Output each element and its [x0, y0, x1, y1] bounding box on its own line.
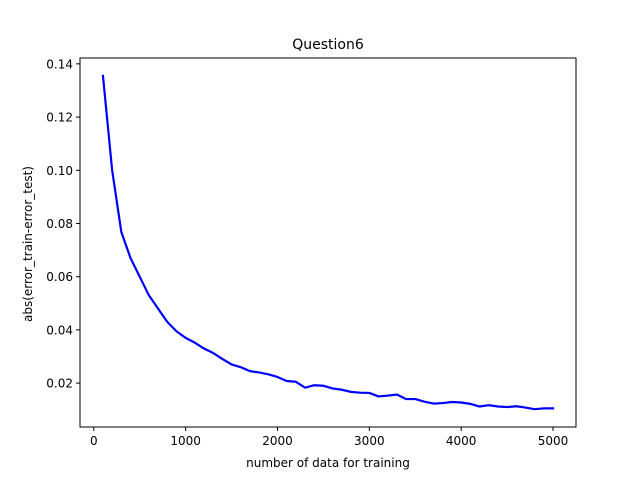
x-tick-label: 4000 [446, 434, 477, 448]
y-tick-label: 0.10 [46, 164, 73, 178]
x-tick-label: 2000 [262, 434, 293, 448]
x-tick-label: 3000 [354, 434, 385, 448]
x-tick-label: 0 [90, 434, 98, 448]
axes-frame [79, 57, 577, 428]
plot-area: 0 1000 2000 3000 4000 5000 0.02 0.04 0.06 0.08 0.1… [46, 57, 577, 448]
y-tick-label: 0.08 [46, 217, 73, 231]
y-tick-label: 0.06 [46, 270, 73, 284]
y-axis-label: abs(error_train-error_test) [21, 166, 35, 322]
x-axis-label: number of data for training [246, 456, 410, 470]
y-tick-label: 0.04 [46, 323, 73, 337]
y-tick-label: 0.02 [46, 377, 73, 391]
y-tick-label: 0.14 [46, 57, 73, 71]
chart-title: Question6 [292, 37, 364, 53]
x-tick-label: 1000 [170, 434, 201, 448]
y-tick-label: 0.12 [46, 111, 73, 125]
series-line-0 [101, 74, 555, 411]
x-tick-label: 5000 [538, 434, 569, 448]
